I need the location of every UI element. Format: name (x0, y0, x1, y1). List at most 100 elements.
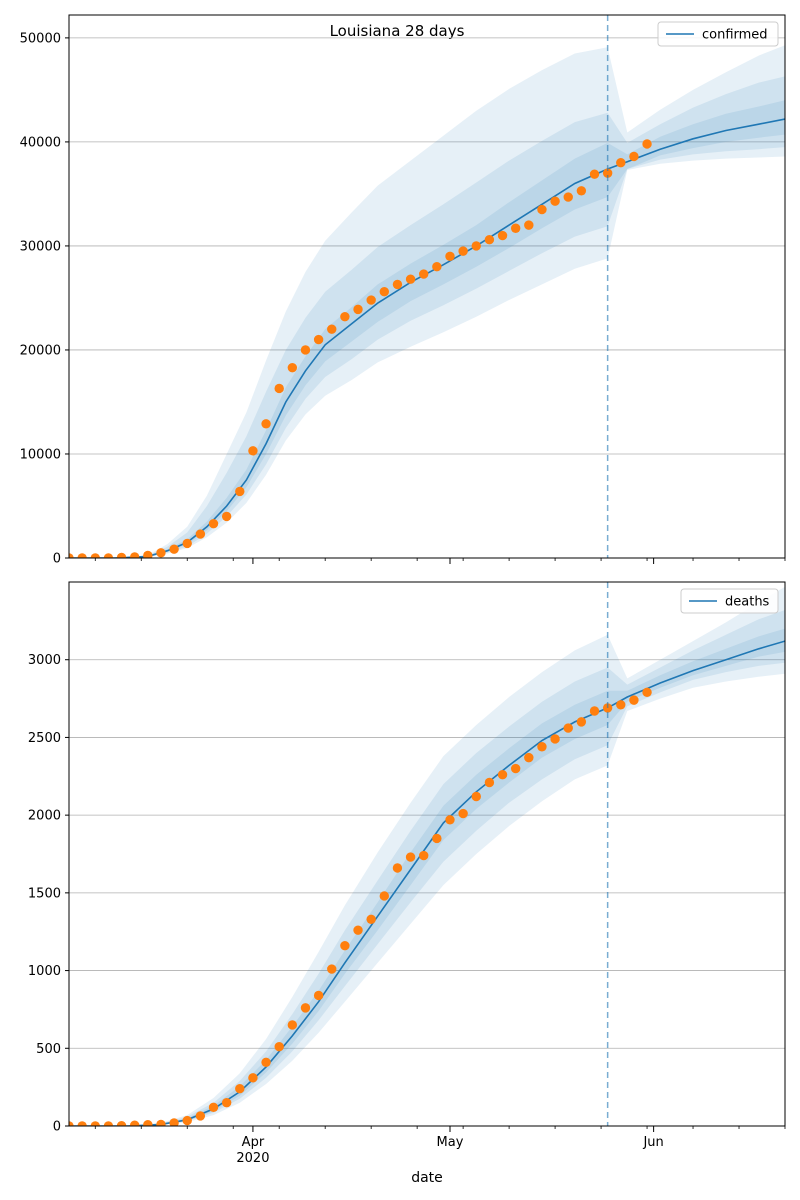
legend-box (680, 588, 779, 614)
observed-point (550, 734, 560, 744)
x-tick-label: Jun (642, 1135, 663, 1150)
observed-point (445, 251, 455, 262)
figure-title: Louisiana 28 days (330, 22, 465, 40)
deaths-chart: 0 500 1000 1500 2000 2500 3000 Apr May Jun 2020 dea… (28, 581, 786, 1166)
observed-point (510, 223, 521, 233)
y-tick-label: 20000 (20, 343, 61, 358)
observed-point (524, 752, 534, 763)
observed-point (458, 246, 468, 256)
observed-point (629, 151, 639, 162)
observed-point (379, 287, 390, 297)
observed-point (287, 362, 298, 373)
observed-point (143, 550, 153, 558)
observed-point (616, 158, 626, 168)
observed-point (379, 891, 390, 901)
observed-point (103, 553, 114, 558)
legend-label: deaths (725, 595, 770, 610)
legend-label: confirmed (702, 28, 768, 43)
y-tick-label: 2000 (28, 809, 61, 824)
observed-point (353, 925, 363, 935)
observed-point (589, 169, 600, 179)
observed-point (471, 241, 481, 251)
observed-point (524, 220, 534, 230)
observed-point (313, 334, 324, 345)
observed-point (366, 295, 376, 305)
observed-point (129, 1120, 140, 1126)
observed-point (563, 192, 573, 202)
axes-frame (68, 14, 786, 559)
observed-point (261, 419, 271, 429)
observed-point (208, 518, 219, 529)
observed-point (419, 269, 429, 279)
observed-point (103, 1121, 114, 1126)
y-tick-label: 1500 (28, 886, 61, 901)
confirmed-chart: 0 10000 20000 30000 40000 50000 confirmed (20, 14, 786, 567)
model-line (69, 640, 785, 1126)
observed-point (353, 304, 363, 315)
observed-point (248, 446, 258, 456)
observed-point (366, 914, 376, 924)
observed-point (77, 553, 87, 558)
x-tick-label: Apr (242, 1135, 265, 1150)
observed-point (576, 717, 587, 727)
plot-area (69, 45, 785, 558)
observed-point (419, 850, 429, 861)
observed-point (629, 695, 639, 705)
observed-point (208, 1102, 219, 1113)
observed-point (327, 324, 337, 334)
legend: confirmed (657, 21, 779, 47)
observed-point (432, 262, 442, 272)
observed-point (313, 990, 324, 1001)
observed-point (182, 538, 192, 549)
x-year-label: 2020 (236, 1151, 269, 1166)
observed-point (484, 777, 495, 788)
observed-point (602, 168, 613, 178)
y-tick-label: 3000 (28, 653, 61, 668)
observed-point (300, 345, 311, 355)
y-tick-label: 0 (53, 1120, 61, 1135)
y-tick-label: 10000 (20, 447, 61, 462)
observed-point (69, 553, 74, 558)
observed-point (616, 700, 626, 710)
observed-point (195, 1111, 206, 1121)
observed-point (221, 1097, 232, 1108)
observed-point (116, 552, 127, 558)
legend-box (657, 21, 779, 47)
observed-point (169, 1118, 179, 1126)
observed-point (445, 815, 455, 825)
x-axis-label: date (411, 1170, 443, 1186)
observed-point (497, 770, 508, 780)
observed-point (248, 1073, 258, 1083)
y-tick-label: 500 (36, 1042, 61, 1057)
observed-point (432, 833, 442, 844)
observed-point (589, 706, 600, 716)
observed-point (537, 742, 547, 752)
y-tick-label: 2500 (28, 731, 61, 746)
observed-point (274, 1042, 284, 1052)
observed-point (327, 964, 337, 974)
observed-point (90, 1121, 100, 1126)
observed-point (484, 234, 495, 245)
observed-point (510, 763, 521, 774)
observed-point (392, 279, 403, 290)
observed-point (77, 1121, 87, 1126)
observed-point (261, 1057, 271, 1067)
y-tick-label: 0 (53, 552, 61, 567)
observed-point (340, 941, 350, 951)
model-line (69, 118, 785, 558)
observed-point (392, 863, 403, 873)
y-tick-label: 50000 (20, 31, 61, 46)
observed-point (221, 511, 232, 522)
uncertainty-band-2 (69, 610, 785, 1126)
observed-point (497, 230, 508, 241)
observed-point (642, 139, 652, 149)
observed-point (405, 274, 416, 284)
observed-point (143, 1120, 153, 1126)
plot-area (69, 586, 785, 1126)
y-tick-label: 40000 (20, 135, 61, 150)
observed-point (642, 687, 652, 698)
y-tick-label: 30000 (20, 239, 61, 254)
uncertainty-band-2 (69, 76, 785, 558)
observed-point (90, 553, 100, 558)
